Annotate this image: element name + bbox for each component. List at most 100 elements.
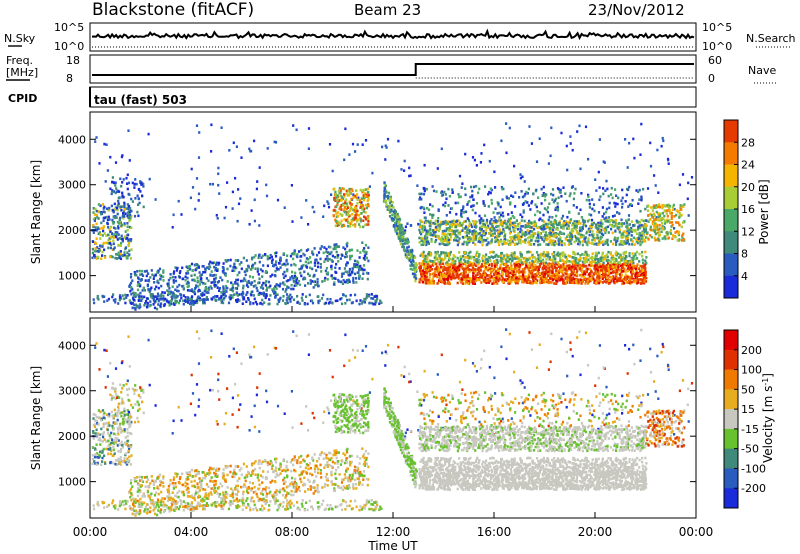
- power-cell: [364, 211, 367, 214]
- power-cell: [591, 260, 594, 264]
- power-cell: [148, 177, 151, 181]
- power-cell: [218, 298, 221, 301]
- power-cell: [520, 255, 523, 258]
- power-cell: [180, 296, 183, 300]
- power-cell: [560, 224, 563, 227]
- power-cell: [166, 289, 169, 292]
- power-cell: [365, 193, 368, 197]
- power-cell: [628, 266, 632, 270]
- power-cell: [555, 266, 558, 270]
- power-cell: [593, 267, 596, 270]
- power-cell: [392, 225, 395, 228]
- power-cell: [175, 300, 178, 303]
- power-cell: [229, 264, 232, 268]
- power-cell: [411, 256, 414, 260]
- power-cell: [355, 299, 358, 303]
- noise-right-label: N.Search: [746, 32, 796, 45]
- power-cell: [583, 219, 586, 223]
- power-cell: [612, 270, 615, 273]
- power-cell: [627, 229, 630, 232]
- power-cell: [342, 272, 345, 275]
- power-cell: [471, 230, 474, 233]
- power-cell: [556, 251, 559, 254]
- power-cell: [136, 284, 139, 287]
- power-cell: [468, 255, 471, 258]
- power-cell: [641, 250, 644, 254]
- power-cell: [510, 224, 513, 227]
- power-cell: [497, 271, 500, 274]
- power-cell: [352, 265, 356, 269]
- power-cell: [311, 301, 315, 305]
- power-cell: [643, 277, 646, 280]
- power-cell: [179, 293, 182, 296]
- power-cell: [632, 277, 635, 281]
- power-cell: [300, 216, 303, 219]
- power-cell: [501, 242, 504, 246]
- power-cell: [347, 189, 350, 193]
- power-cell: [397, 224, 400, 228]
- power-cell: [564, 223, 567, 227]
- power-cell: [317, 299, 320, 303]
- power-cell: [385, 191, 388, 194]
- power-cell: [128, 253, 131, 256]
- power-cell: [604, 270, 607, 274]
- power-cell: [395, 225, 398, 228]
- power-cell: [353, 259, 357, 263]
- power-cell: [544, 227, 547, 230]
- power-cell: [403, 231, 407, 234]
- power-cell: [342, 279, 345, 282]
- power-cell: [557, 263, 560, 266]
- power-cell: [222, 285, 225, 288]
- power-cell: [134, 303, 138, 307]
- power-cell: [226, 286, 229, 290]
- power-cell: [441, 230, 444, 233]
- power-cell: [513, 254, 516, 257]
- power-cell: [367, 217, 370, 220]
- power-cell: [238, 263, 241, 266]
- power-cell: [352, 223, 355, 227]
- freq-tick-top: 18: [66, 54, 80, 67]
- power-cell: [635, 189, 638, 192]
- power-cell: [339, 212, 342, 216]
- power-cell: [172, 292, 175, 296]
- power-cell: [217, 166, 220, 170]
- power-cell: [635, 269, 638, 272]
- power-cell: [636, 266, 639, 270]
- power-cell: [494, 186, 497, 189]
- power-cell: [542, 252, 545, 256]
- power-cell: [605, 281, 608, 284]
- power-cell: [326, 200, 329, 203]
- power-cell: [131, 306, 134, 310]
- power-cell: [569, 231, 572, 235]
- power-cell: [250, 257, 254, 261]
- power-cell: [630, 270, 633, 274]
- power-cell: [580, 192, 583, 195]
- power-cell: [345, 207, 348, 211]
- power-cell: [121, 154, 124, 157]
- power-cell: [414, 264, 417, 267]
- power-cell: [476, 268, 480, 271]
- power-cell: [631, 266, 634, 270]
- power-cell: [108, 228, 111, 231]
- power-cell: [604, 275, 607, 279]
- power-cell: [166, 282, 169, 286]
- power-cell: [507, 257, 510, 260]
- station-title: Blackstone (fitACF): [92, 0, 254, 20]
- power-cell: [149, 294, 153, 298]
- power-cell: [441, 235, 444, 239]
- power-cell: [424, 265, 428, 268]
- power-cell: [501, 271, 504, 274]
- power-cell: [608, 260, 611, 264]
- power-cell: [160, 298, 163, 301]
- power-cell: [334, 247, 337, 251]
- power-cell: [282, 276, 286, 279]
- power-cell: [544, 231, 547, 234]
- power-cell: [345, 202, 348, 205]
- power-cell: [520, 261, 523, 264]
- power-cell: [446, 263, 449, 266]
- power-cell: [543, 270, 546, 274]
- power-cell: [234, 282, 237, 285]
- power-cell: [359, 203, 363, 207]
- power-cell: [561, 271, 564, 274]
- power-cell: [225, 290, 228, 293]
